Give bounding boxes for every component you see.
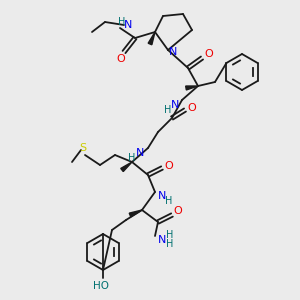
Text: N: N: [169, 47, 177, 57]
Polygon shape: [186, 86, 198, 90]
Polygon shape: [148, 32, 155, 45]
Text: H: H: [128, 153, 136, 163]
Text: HO: HO: [93, 281, 109, 291]
Text: O: O: [174, 206, 182, 216]
Polygon shape: [129, 210, 142, 217]
Text: N: N: [158, 191, 166, 201]
Text: H: H: [165, 196, 173, 206]
Text: H: H: [164, 105, 172, 115]
Text: O: O: [188, 103, 196, 113]
Text: N: N: [124, 20, 132, 30]
Text: N: N: [158, 235, 166, 245]
Text: O: O: [117, 54, 125, 64]
Text: H: H: [118, 17, 126, 27]
Text: H: H: [166, 230, 174, 240]
Text: H: H: [166, 239, 174, 249]
Text: S: S: [80, 143, 87, 153]
Text: N: N: [136, 148, 144, 158]
Text: O: O: [165, 161, 173, 171]
Text: N: N: [171, 100, 179, 110]
Polygon shape: [121, 162, 132, 172]
Text: O: O: [205, 49, 213, 59]
